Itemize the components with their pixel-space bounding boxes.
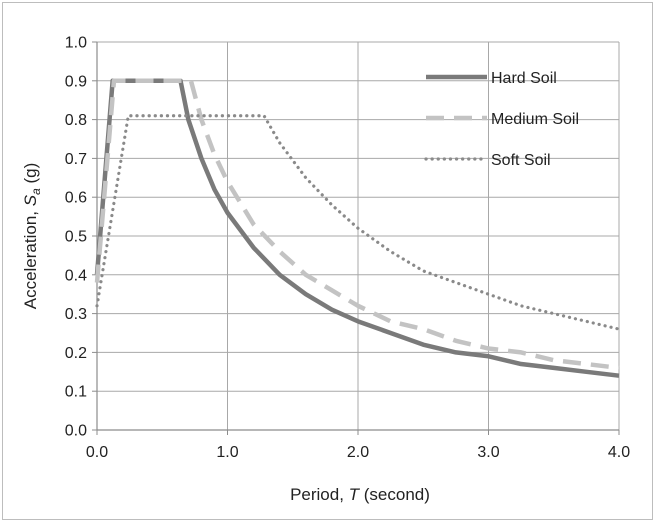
x-axis-title: Period, T (second) — [290, 485, 430, 504]
y-tick-label: 0.5 — [65, 229, 87, 246]
y-axis-title-subscript: a — [29, 188, 43, 195]
y-tick-label: 1.0 — [65, 35, 87, 52]
series-line-medium-soil — [94, 78, 620, 371]
y-axis-title-prefix: Acceleration, — [21, 206, 40, 309]
y-tick-label: 0.9 — [65, 73, 87, 90]
legend-label-medium-soil: Medium Soil — [491, 111, 579, 128]
x-tick-label: 3.0 — [477, 444, 499, 461]
y-axis-title-variable: S — [21, 194, 40, 206]
x-axis-title-prefix: Period, — [290, 485, 349, 504]
x-tick-label: 1.0 — [216, 444, 238, 461]
x-tick-label: 0.0 — [86, 444, 108, 461]
axes — [92, 41, 620, 435]
y-tick-label: 0.2 — [65, 345, 87, 362]
y-axis-title-suffix: (g) — [21, 163, 40, 189]
legend-label-hard-soil: Hard Soil — [491, 70, 557, 87]
x-tick-label: 2.0 — [347, 444, 369, 461]
data-series — [94, 78, 621, 378]
y-axis-title: Acceleration, Sa (g) — [21, 163, 43, 310]
x-axis-title-variable: T — [349, 485, 361, 504]
y-tick-label: 0.0 — [65, 423, 87, 440]
x-tick-label: 4.0 — [608, 444, 630, 461]
grid-lines — [97, 41, 620, 430]
y-tick-label: 0.7 — [65, 151, 87, 168]
y-tick-label: 0.1 — [65, 384, 87, 401]
legend: Hard Soil Medium Soil Soft Soil — [424, 70, 579, 169]
tick-labels: 0.0 0.1 0.2 0.3 0.4 0.5 0.6 0.7 0.8 0.9 1.0 0.0 1.0 2… — [65, 35, 630, 462]
x-axis-title-suffix: (second) — [359, 485, 430, 504]
series-line-hard-soil — [94, 78, 620, 378]
y-tick-label: 0.6 — [65, 190, 87, 207]
legend-label-soft-soil: Soft Soil — [491, 152, 551, 169]
y-tick-label: 0.8 — [65, 112, 87, 129]
y-tick-label: 0.3 — [65, 306, 87, 323]
y-tick-label: 0.4 — [65, 267, 87, 284]
